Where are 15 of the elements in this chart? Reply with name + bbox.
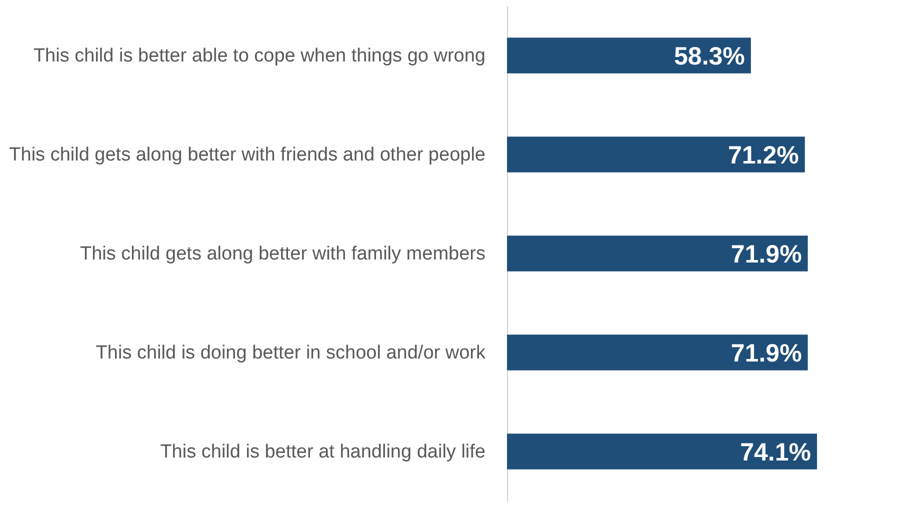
bar [507,434,817,470]
y-tick-label: This child is doing better in school and/or work [96,342,486,364]
bar [507,136,805,172]
bar [507,334,808,370]
data-label: 71.2% [728,142,799,170]
y-tick-label: This child is better at handling daily life [160,442,486,462]
bar [507,38,751,74]
data-label: 74.1% [740,438,811,466]
data-label: 71.9% [730,340,802,368]
data-label: 71.9% [730,240,802,268]
y-tick-label: This child gets along better with family members [80,244,486,264]
y-tick-label: This child gets along better with friends and other people [9,144,486,166]
bar [507,236,808,272]
y-tick-label: This child is better able to cope when things go wrong [33,46,486,66]
data-label: 58.3% [674,42,745,70]
